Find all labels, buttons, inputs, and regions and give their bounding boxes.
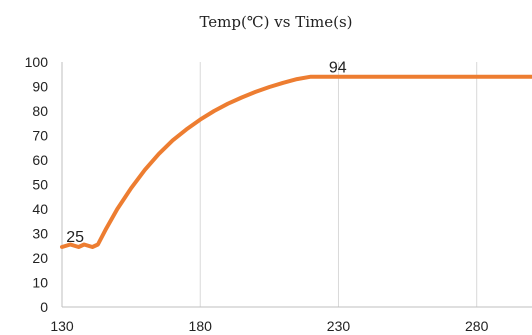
y-tick-label-0: 0 <box>40 299 48 315</box>
y-axis-ticks: 0 10 20 30 40 50 60 70 80 90 100 <box>25 54 49 315</box>
data-label-0: 25 <box>66 229 84 246</box>
data-labels: 25 94 <box>66 60 347 246</box>
y-tick-label-9: 90 <box>32 79 48 95</box>
y-tick-label-2: 20 <box>32 250 48 266</box>
series-line-0 <box>60 74 532 249</box>
y-tick-label-10: 100 <box>25 54 49 70</box>
y-tick-label-3: 30 <box>32 226 48 242</box>
series-layer <box>60 74 532 249</box>
data-label-1: 94 <box>329 60 347 77</box>
x-axis-ticks: 130 180 230 280 <box>50 318 488 334</box>
chart-title: Temp(℃) vs Time(s) <box>199 13 352 31</box>
y-tick-label-1: 10 <box>32 275 48 291</box>
x-tick-label-3: 280 <box>465 318 489 334</box>
y-tick-label-8: 80 <box>32 103 48 119</box>
y-tick-label-6: 60 <box>32 152 48 168</box>
x-tick-label-1: 180 <box>189 318 213 334</box>
axes <box>61 62 532 308</box>
x-tick-label-0: 130 <box>50 318 74 334</box>
y-tick-label-4: 40 <box>32 201 48 217</box>
grid <box>199 62 478 307</box>
y-tick-label-5: 50 <box>32 177 48 193</box>
x-tick-label-2: 230 <box>327 318 351 334</box>
y-tick-label-7: 70 <box>32 128 48 144</box>
